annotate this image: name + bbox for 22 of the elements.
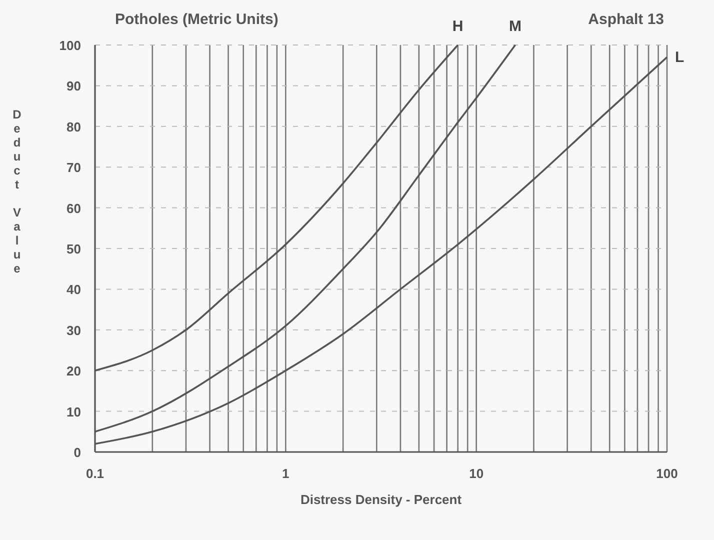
chart-title: Potholes (Metric Units) bbox=[115, 11, 278, 28]
x-tick-label: 0.1 bbox=[86, 466, 104, 481]
x-tick-label: 100 bbox=[656, 466, 678, 481]
y-tick-label: 20 bbox=[66, 364, 81, 379]
chart-subtitle: Asphalt 13 bbox=[588, 11, 664, 28]
series-label: M bbox=[509, 18, 522, 35]
x-tick-label: 10 bbox=[469, 466, 484, 481]
y-tick-label: 30 bbox=[66, 322, 81, 338]
y-tick-label: 0 bbox=[74, 445, 81, 460]
y-tick-label: 100 bbox=[59, 38, 81, 53]
y-tick-label: 70 bbox=[66, 160, 81, 176]
series-label: L bbox=[675, 49, 684, 66]
x-axis-title: Distress Density - Percent bbox=[300, 492, 462, 507]
y-tick-label: 50 bbox=[66, 242, 81, 256]
y-tick-label: 80 bbox=[66, 119, 81, 134]
y-tick-label: 90 bbox=[66, 78, 81, 94]
y-tick-label: 10 bbox=[66, 404, 81, 420]
text: Deduct Value bbox=[12, 108, 22, 276]
y-tick-label: 40 bbox=[66, 282, 81, 298]
y-tick-label: 60 bbox=[66, 200, 81, 216]
series-label: H bbox=[452, 18, 464, 35]
x-tick-label: 1 bbox=[282, 466, 290, 481]
